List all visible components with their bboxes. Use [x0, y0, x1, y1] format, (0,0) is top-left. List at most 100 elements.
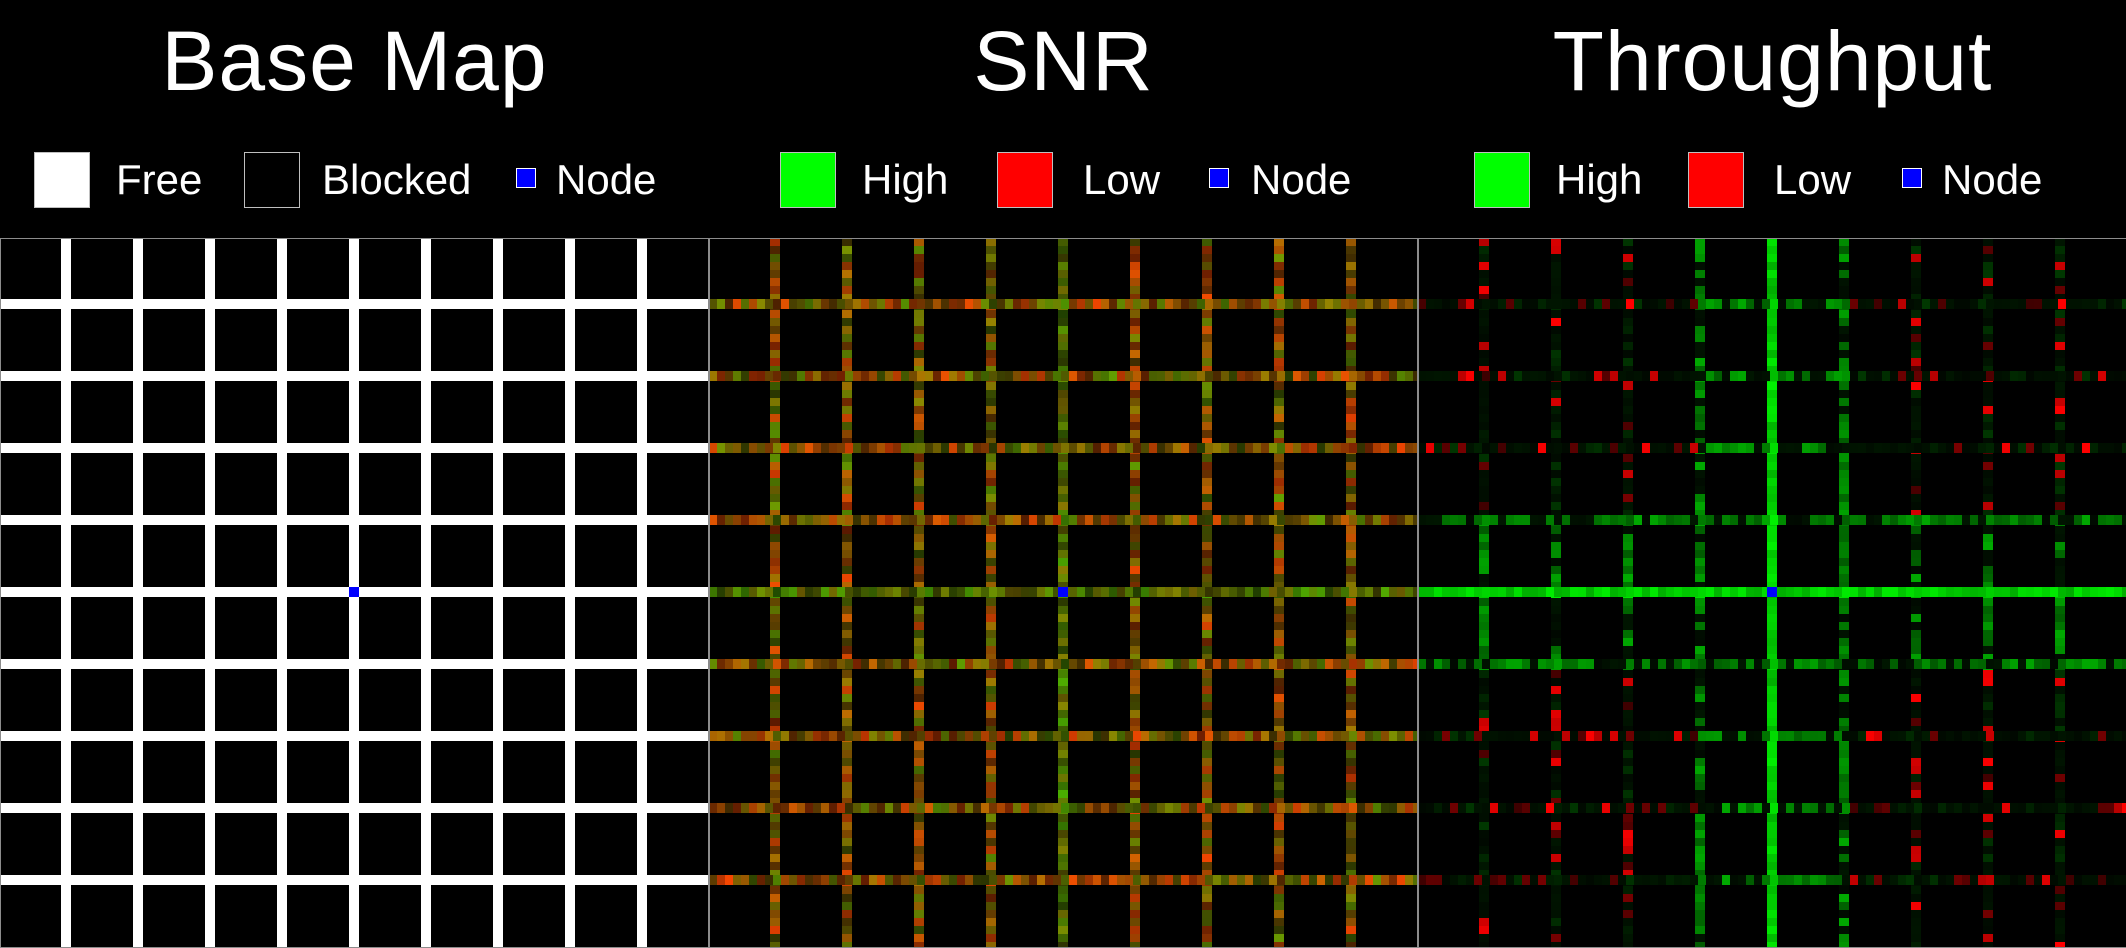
snr-cell	[1077, 803, 1085, 813]
throughput-cell	[1551, 606, 1561, 614]
free-corridor-horizontal	[0, 659, 709, 669]
snr-cell	[1058, 678, 1068, 686]
throughput-cell	[1586, 371, 1594, 381]
throughput-cell	[1623, 470, 1633, 478]
snr-cell	[770, 462, 780, 470]
snr-cell	[909, 875, 917, 885]
snr-cell	[770, 574, 780, 582]
throughput-cell	[1682, 587, 1690, 597]
snr-cell	[1346, 902, 1356, 910]
snr-cell	[885, 875, 893, 885]
snr-cell	[1045, 731, 1053, 741]
snr-cell	[1029, 299, 1037, 309]
snr-cell	[914, 606, 924, 614]
snr-cell	[1173, 371, 1181, 381]
snr-cell	[986, 918, 996, 926]
throughput-cell	[1839, 638, 1849, 646]
throughput-cell	[1578, 443, 1586, 453]
throughput-cell	[1634, 371, 1642, 381]
throughput-cell	[1490, 299, 1498, 309]
snr-cell	[986, 694, 996, 702]
snr-cell	[1274, 462, 1284, 470]
snr-cell	[1346, 550, 1356, 558]
snr-cell	[770, 454, 780, 462]
throughput-cell	[1986, 371, 1994, 381]
throughput-cell	[1983, 918, 1993, 926]
throughput-cell	[1983, 270, 1993, 278]
snr-cell	[1021, 371, 1029, 381]
throughput-cell	[1938, 299, 1946, 309]
throughput-cell	[2002, 443, 2010, 453]
snr-cell	[1389, 515, 1397, 525]
throughput-cell	[1842, 371, 1850, 381]
snr-cell	[1130, 758, 1140, 766]
snr-cell	[1293, 803, 1301, 813]
snr-cell	[986, 326, 996, 334]
snr-cell	[1029, 875, 1037, 885]
snr-cell	[1285, 659, 1293, 669]
throughput-cell	[1767, 414, 1777, 422]
snr-cell	[1093, 443, 1101, 453]
snr-cell	[1274, 278, 1284, 286]
snr-cell	[869, 371, 877, 381]
snr-cell	[1269, 731, 1277, 741]
snr-cell	[901, 443, 909, 453]
snr-cell	[1058, 934, 1068, 942]
throughput-cell	[1983, 542, 1993, 550]
snr-cell	[741, 659, 749, 669]
throughput-cell	[1983, 686, 1993, 694]
snr-cell	[1202, 798, 1212, 806]
throughput-cell	[1514, 875, 1522, 885]
snr-cell	[957, 659, 965, 669]
snr-cell	[1274, 926, 1284, 934]
throughput-cell	[1602, 299, 1610, 309]
throughput-cell	[1623, 854, 1633, 862]
throughput-cell	[1570, 587, 1578, 597]
snr-cell	[914, 942, 924, 948]
snr-cell	[861, 659, 869, 669]
throughput-cell	[1839, 742, 1849, 750]
throughput-cell	[1898, 515, 1906, 525]
snr-cell	[1141, 659, 1149, 669]
snr-cell	[877, 587, 885, 597]
snr-cell	[1085, 515, 1093, 525]
throughput-cell	[2055, 678, 2065, 686]
throughput-cell	[1551, 246, 1561, 254]
snr-cell	[1325, 659, 1333, 669]
throughput-cell	[1839, 534, 1849, 542]
throughput-cell	[1695, 534, 1705, 542]
snr-cell	[861, 371, 869, 381]
snr-cell	[1058, 646, 1068, 654]
snr-cell	[770, 270, 780, 278]
throughput-cell	[1551, 750, 1561, 758]
throughput-cell	[1695, 798, 1705, 806]
throughput-cell	[1695, 510, 1705, 518]
throughput-cell	[1767, 398, 1777, 406]
throughput-cell	[1634, 875, 1642, 885]
snr-cell	[1269, 371, 1277, 381]
snr-cell	[1274, 638, 1284, 646]
snr-cell	[986, 774, 996, 782]
snr-cell	[1373, 587, 1381, 597]
snr-cell	[842, 742, 852, 750]
snr-cell	[1058, 710, 1068, 718]
snr-cell	[1058, 926, 1068, 934]
throughput-cell	[1983, 814, 1993, 822]
throughput-cell	[1810, 803, 1818, 813]
throughput-cell	[1551, 694, 1561, 702]
throughput-cell	[1634, 731, 1642, 741]
snr-cell	[1130, 438, 1140, 446]
throughput-cell	[1698, 875, 1706, 885]
throughput-cell	[2098, 731, 2106, 741]
snr-cell	[1130, 582, 1140, 590]
throughput-cell	[1911, 686, 1921, 694]
throughput-cell	[1695, 254, 1705, 262]
snr-cell	[1130, 246, 1140, 254]
throughput-cell	[1610, 371, 1618, 381]
snr-cell	[1341, 587, 1349, 597]
snr-cell	[1269, 299, 1277, 309]
throughput-cell	[1983, 774, 1993, 782]
snr-cell	[1405, 443, 1413, 453]
snr-cell	[789, 803, 797, 813]
snr-cell	[1117, 875, 1125, 885]
